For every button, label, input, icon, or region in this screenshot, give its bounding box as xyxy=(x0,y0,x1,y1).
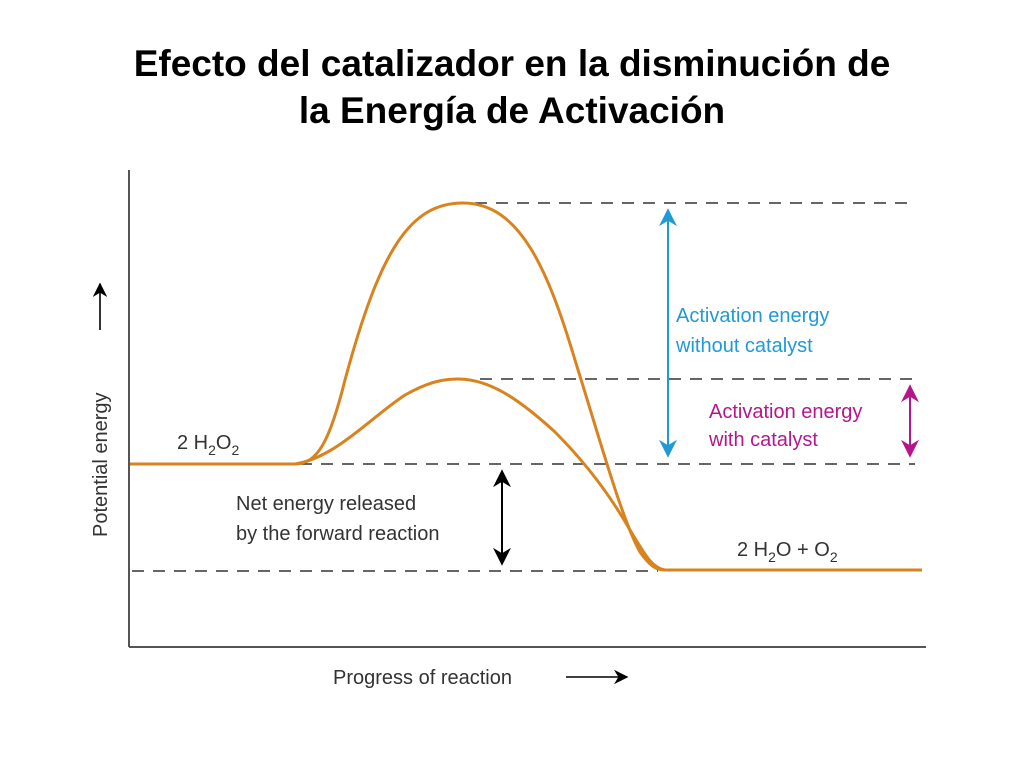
slide-title: Efecto del catalizador en la disminución… xyxy=(0,40,1024,134)
product-label: 2 H2O + O2 xyxy=(737,539,838,565)
slide-title-line-2: la Energía de Activación xyxy=(298,90,726,131)
net-energy-label: Net energy released by the forward react… xyxy=(236,493,439,545)
activation-energy-catalyzed-label: Activation energy with catalyst xyxy=(708,401,868,451)
uncatalyzed-curve xyxy=(130,201,922,572)
slide-title-line-1: Efecto del catalizador en la disminución… xyxy=(133,43,891,84)
y-axis-label: Potential energy xyxy=(90,392,112,537)
reactant-label: 2 H2O2 xyxy=(177,432,239,458)
catalyzed-curve xyxy=(294,377,666,572)
y-axis-label-group: Potential energy xyxy=(90,392,112,537)
activation-energy-uncatalyzed-label: Activation energy without catalyst xyxy=(675,305,835,357)
x-axis-label: Progress of reaction xyxy=(333,667,512,689)
